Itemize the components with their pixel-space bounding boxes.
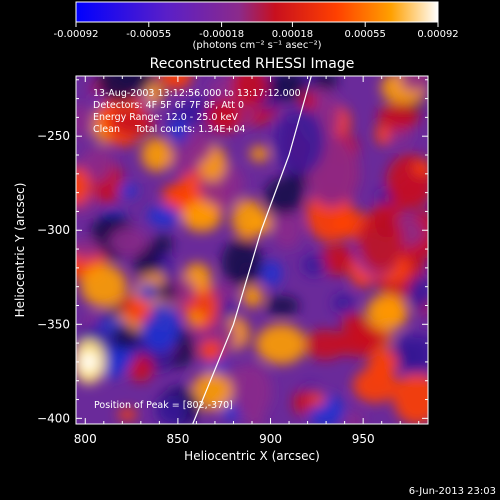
heatmap-image	[76, 76, 428, 424]
x-axis-label: Heliocentric X (arcsec)	[184, 449, 320, 463]
y-axis-label: Heliocentric Y (arcsec)	[13, 183, 27, 318]
footer-timestamp: 6-Jun-2013 23:03	[409, 486, 496, 497]
x-tick-label: 850	[166, 432, 189, 446]
x-tick-label: 950	[352, 432, 375, 446]
x-tick-label: 900	[259, 432, 282, 446]
colorbar-tick-label: 0.00018	[272, 29, 313, 40]
colorbar-ticks	[75, 22, 439, 27]
annotation-clean: Clean Total counts: 1.34E+04	[93, 124, 245, 135]
y-axis-ticks: −250 −300 −350 −400	[37, 79, 428, 425]
y-tick-label: −250	[37, 129, 70, 143]
y-tick-label: −300	[37, 223, 70, 237]
annotation-detectors: Detectors: 4F 5F 6F 7F 8F, Att 0	[93, 100, 244, 111]
x-tick-label: 800	[74, 432, 97, 446]
colorbar	[75, 1, 439, 23]
colorbar-tick-label: -0.00092	[54, 29, 99, 40]
colorbar-units: (photons cm⁻² s⁻¹ asec⁻²)	[192, 40, 321, 51]
chart-title: Reconstructed RHESSI Image	[150, 56, 355, 72]
colorbar-tick-label: -0.00055	[126, 29, 171, 40]
peak-position-label: Position of Peak = [802,-370]	[94, 400, 233, 411]
annotation-energy: Energy Range: 12.0 - 25.0 keV	[93, 112, 238, 123]
solar-limb-curve	[192, 76, 312, 424]
y-tick-label: −400	[37, 411, 70, 425]
colorbar-tick-label: 0.00055	[345, 29, 386, 40]
colorbar-tick-label: -0.00018	[199, 29, 244, 40]
colorbar-tick-label: 0.00092	[417, 29, 458, 40]
x-axis-ticks: 800 850 900 950	[74, 76, 420, 446]
y-tick-label: −350	[37, 317, 70, 331]
colorbar-labels: -0.00092 -0.00055 -0.00018 0.00018 0.00055 0.…	[54, 29, 459, 40]
annotation-time: 13-Aug-2003 13:12:56.000 to 13:17:12.000	[93, 88, 301, 99]
